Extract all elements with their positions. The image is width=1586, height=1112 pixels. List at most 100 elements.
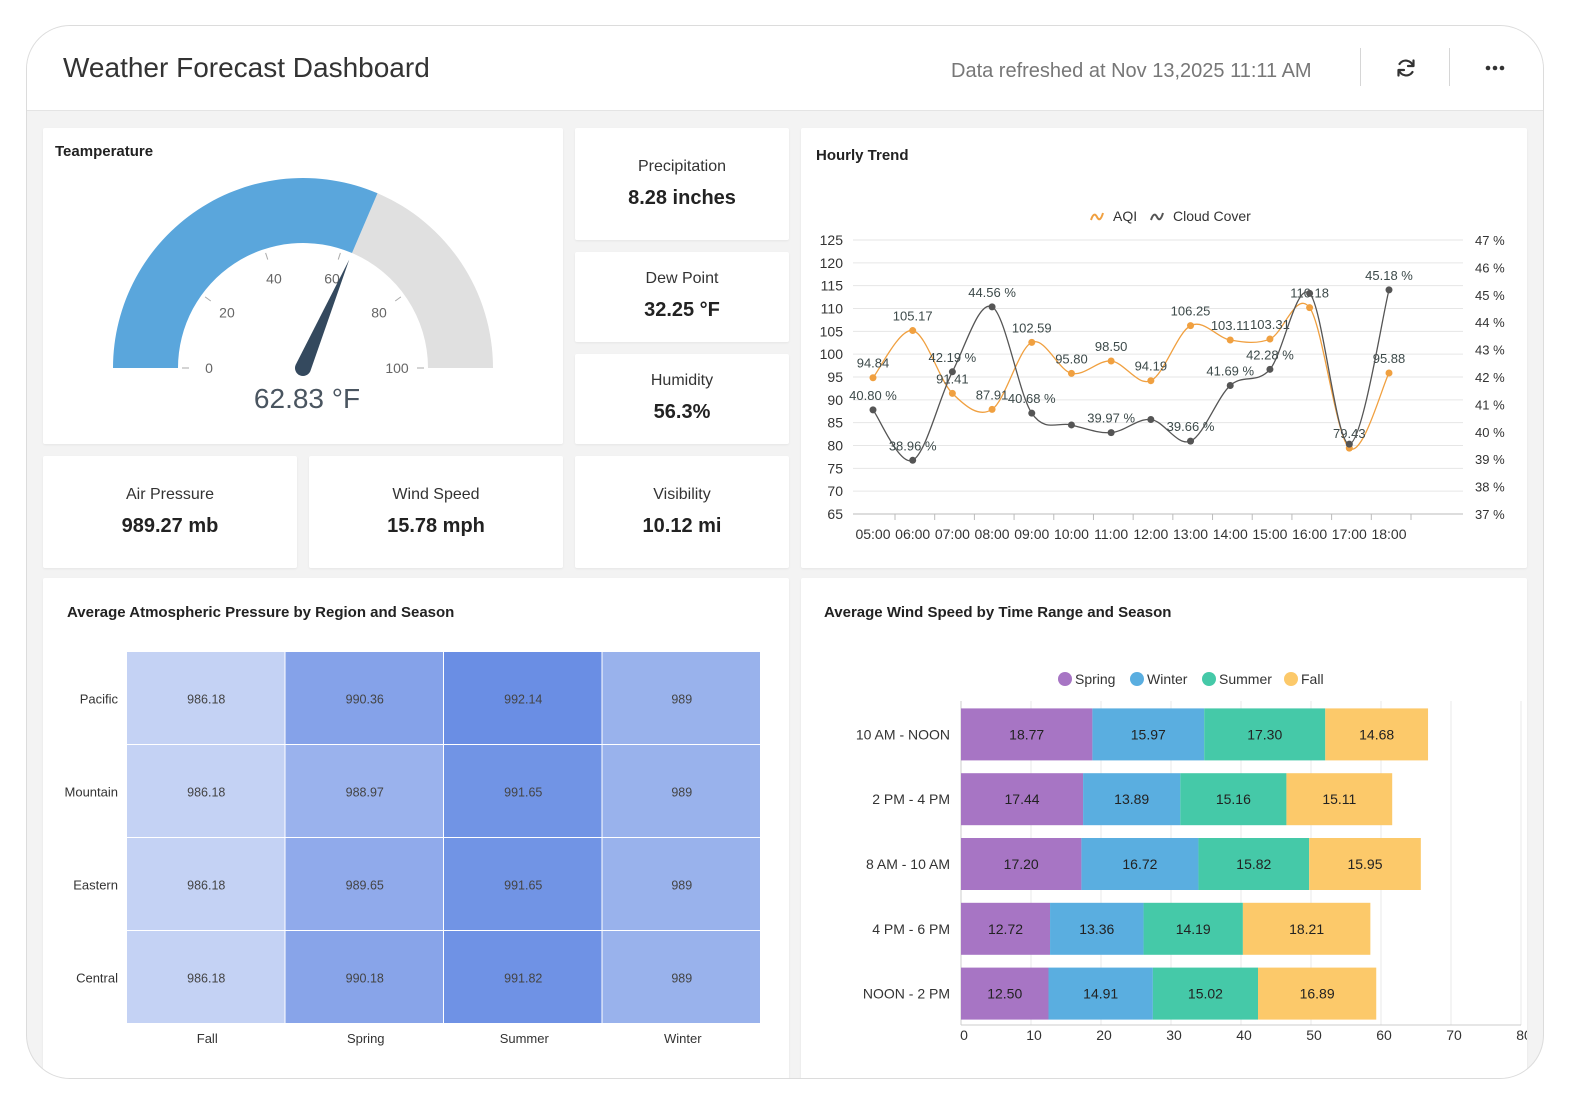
aqi-point[interactable] [869,374,877,382]
heatmap-cell[interactable] [602,838,761,930]
bar-segment-summer[interactable] [1143,902,1243,955]
heatmap-cell[interactable] [444,652,602,744]
cloud-cover-point[interactable] [948,368,956,376]
bar-segment-spring[interactable] [961,967,1049,1020]
bar-segment-winter[interactable] [1048,967,1153,1020]
more-options-button[interactable] [1477,52,1513,84]
wind-speed-bar-title: Average Wind Speed by Time Range and Sea… [824,604,1172,621]
cloud-cover-point[interactable] [909,456,917,464]
heatmap-cell[interactable] [127,931,285,1023]
x-tick-label: 06:00 [895,526,930,542]
bar-segment-fall[interactable] [1309,838,1421,890]
heatmap-cell[interactable] [285,652,444,744]
bar-segment-winter[interactable] [1083,773,1181,826]
bar-segment-fall[interactable] [1286,773,1393,826]
aqi-data-label: 103.11 [1211,318,1250,333]
cloud-cover-point[interactable] [1226,381,1234,389]
cloud-cover-data-label: 42.28 % [1246,347,1294,362]
aqi-point[interactable] [1067,369,1075,377]
x-tick-label: 40 [1236,1027,1252,1043]
bar-segment-fall[interactable] [1258,967,1377,1020]
bar-segment-spring[interactable] [961,708,1093,761]
cloud-cover-line [872,289,1390,462]
humidity-card: Humidity 56.3% [575,354,789,444]
heatmap-cell[interactable] [285,745,444,837]
y2-tick-label: 41 % [1475,397,1505,412]
aqi-point[interactable] [1147,377,1155,385]
cloud-cover-point[interactable] [1147,415,1155,423]
cloud-cover-data-label: 41.69 % [1206,363,1254,378]
refresh-button[interactable] [1388,52,1424,84]
heatmap-cell[interactable] [444,838,602,930]
aqi-point[interactable] [1385,369,1393,377]
aqi-point[interactable] [1266,335,1274,343]
bar-data-label: 17.30 [1247,726,1282,742]
visibility-value: 10.12 mi [642,515,722,537]
y-tick-label: 100 [820,346,844,362]
cloud-cover-point[interactable] [988,303,996,311]
aqi-point[interactable] [948,389,956,397]
bar-segment-spring[interactable] [961,773,1084,826]
legend-swatch [1202,672,1216,686]
aqi-point[interactable] [1306,304,1314,312]
wind-speed-legend: Spring Winter Summer Fall [1058,671,1324,687]
heatmap-cell[interactable] [285,931,444,1023]
aqi-data-label: 91.41 [936,371,969,386]
bar-segment-summer[interactable] [1204,708,1326,761]
bar-category-label: NOON - 2 PM [863,986,950,1002]
bar-segment-summer[interactable] [1152,967,1259,1020]
aqi-point[interactable] [909,327,917,335]
aqi-point[interactable] [1107,357,1115,365]
heatmap-cell[interactable] [602,745,761,837]
heatmap-cell-label: 991.82 [504,972,542,986]
heatmap-cell[interactable] [285,838,444,930]
bar-segment-winter[interactable] [1092,708,1205,761]
y-tick-label: 105 [820,323,844,339]
x-tick-label: 05:00 [855,526,890,542]
bar-segment-fall[interactable] [1242,902,1371,955]
bar-segment-winter[interactable] [1050,902,1144,955]
cloud-cover-point[interactable] [1028,409,1036,417]
aqi-point[interactable] [1226,336,1234,344]
cloud-cover-point[interactable] [1067,421,1075,429]
aqi-point[interactable] [988,405,996,413]
cloud-cover-point[interactable] [1306,289,1314,297]
aqi-point[interactable] [1028,338,1036,346]
bar-segment-summer[interactable] [1180,773,1287,826]
hourly-trend-legend: AQI Cloud Cover [1090,208,1251,224]
heatmap-cell[interactable] [602,652,761,744]
bar-segment-spring[interactable] [961,838,1082,890]
bar-segment-spring[interactable] [961,902,1051,955]
heatmap-cell[interactable] [602,931,761,1023]
bar-segment-summer[interactable] [1198,838,1310,890]
air-pressure-value: 989.27 mb [121,515,219,537]
bar-segment-winter[interactable] [1081,838,1199,890]
cloud-cover-point[interactable] [1187,437,1195,445]
header-divider [1360,48,1361,86]
heatmap-cell[interactable] [127,838,285,930]
gauge-tick-label: 60 [324,271,340,287]
cloud-cover-data-label: 40.68 % [1008,391,1056,406]
x-tick-label: 10:00 [1054,526,1089,542]
bar-segment-fall[interactable] [1325,708,1429,761]
heatmap-cell[interactable] [127,745,285,837]
aqi-point[interactable] [1187,322,1195,330]
visibility-label: Visibility [653,486,711,503]
bar-data-label: 12.72 [988,921,1023,937]
cloud-cover-point[interactable] [869,406,877,414]
cloud-cover-data-label: 38.96 % [889,438,937,453]
gauge-track [352,193,493,368]
heatmap-cell[interactable] [444,931,602,1023]
heatmap-cell[interactable] [127,652,285,744]
cloud-cover-point[interactable] [1345,440,1353,448]
bar-data-label: 15.82 [1236,856,1271,872]
cloud-cover-point[interactable] [1107,429,1115,437]
heatmap-cell-label: 986.18 [187,879,225,893]
heatmap-cell[interactable] [444,745,602,837]
gauge-tick [337,252,341,260]
cloud-cover-point[interactable] [1385,286,1393,294]
legend-swatch [1090,212,1104,221]
cloud-cover-point[interactable] [1266,365,1274,373]
heatmap-cell-label: 989.65 [346,879,384,893]
heatmap-cell-label: 991.65 [504,786,542,800]
